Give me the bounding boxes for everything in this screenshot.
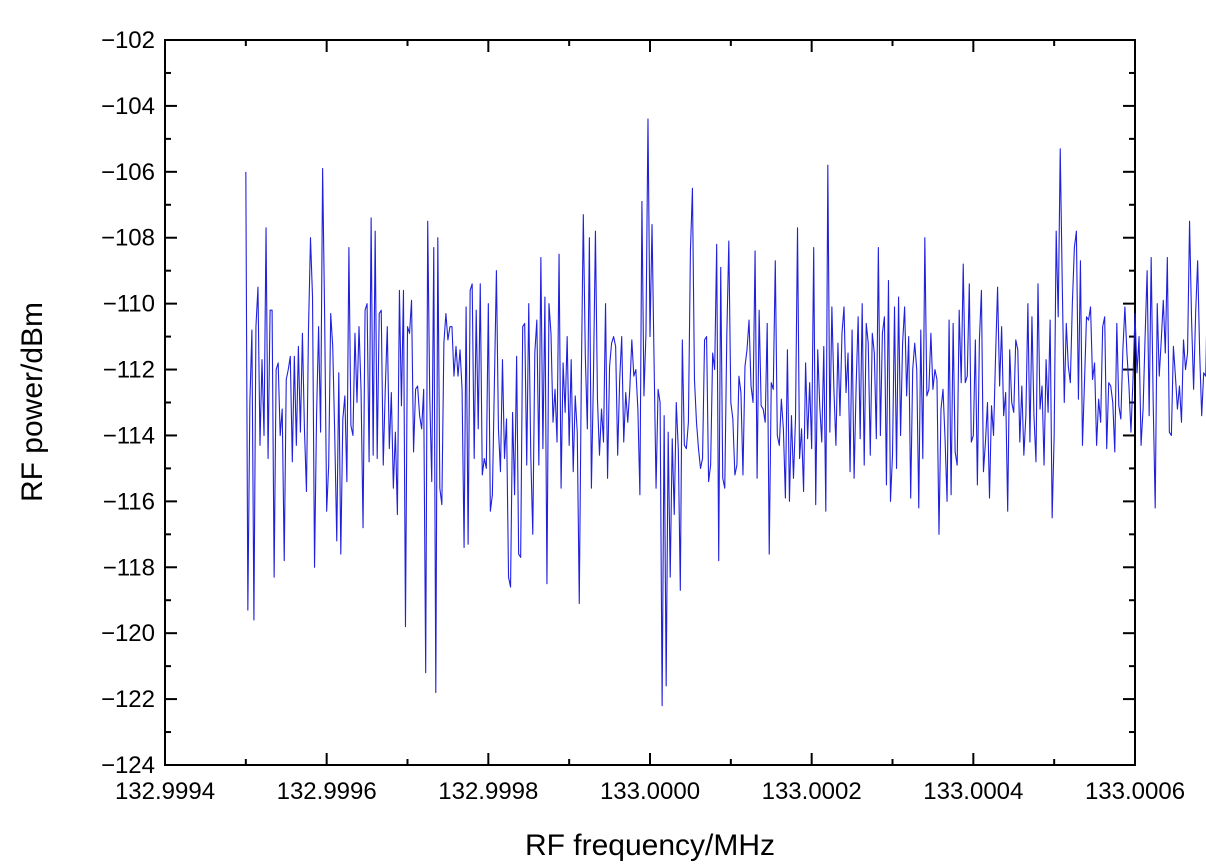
y-tick-label: −124 [101, 752, 155, 779]
y-tick-label: −118 [103, 554, 155, 581]
x-tick-label: 133.0006 [1085, 778, 1185, 805]
x-tick-label: 133.0002 [762, 778, 862, 805]
series-line [245, 118, 1206, 707]
x-tick-label: 132.9994 [115, 778, 215, 805]
y-tick-label: −112 [103, 357, 155, 384]
y-tick-label: −110 [103, 291, 155, 318]
y-tick-label: −122 [101, 686, 155, 713]
y-tick-label: −114 [103, 422, 155, 449]
x-tick-label: 133.0000 [600, 778, 700, 805]
y-tick-label: −104 [101, 93, 155, 120]
y-tick-labels: −102 −104 −106 −108 −110 −112 −114 −116 −118 −120… [101, 27, 155, 779]
x-axis-title: RF frequency/MHz [525, 829, 775, 862]
y-tick-label: −120 [101, 620, 155, 647]
y-axis-title: RF power/dBm [16, 302, 49, 502]
x-tick-labels: 132.9994 132.9996 132.9998 133.0000 133.0002… [115, 778, 1185, 805]
y-tick-label: −108 [101, 225, 155, 252]
x-tick-label: 133.0004 [923, 778, 1023, 805]
axis-ticks [164, 39, 1136, 766]
y-tick-label: −106 [101, 159, 155, 186]
x-tick-label: 132.9996 [277, 778, 377, 805]
plot-frame [164, 39, 1136, 766]
x-tick-label: 132.9998 [438, 778, 538, 805]
y-tick-label: −116 [103, 488, 155, 515]
y-tick-label: −102 [101, 27, 155, 54]
